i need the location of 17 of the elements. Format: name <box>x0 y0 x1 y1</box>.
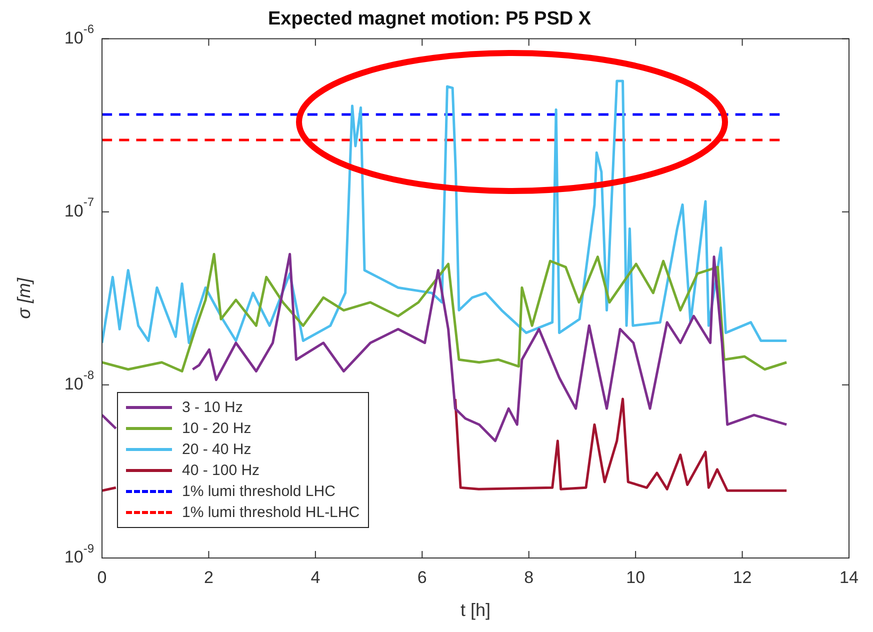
x-tick-label: 14 <box>840 568 858 587</box>
x-tick-label: 2 <box>204 568 214 587</box>
y-axis-title: σ [m] <box>14 276 34 319</box>
x-tick-label: 6 <box>417 568 427 587</box>
legend-label: 1% lumi threshold LHC <box>182 483 336 500</box>
legend-label: 40 - 100 Hz <box>182 462 260 479</box>
x-tick-label: 8 <box>524 568 534 587</box>
chart-title: Expected magnet motion: P5 PSD X <box>268 8 592 30</box>
legend-label: 3 - 10 Hz <box>182 399 243 416</box>
x-tick-label: 10 <box>626 568 646 587</box>
x-tick-label: 0 <box>97 568 107 587</box>
x-tick-label: 12 <box>732 568 752 587</box>
legend-label: 1% lumi threshold HL-LHC <box>182 504 360 521</box>
x-tick-label: 4 <box>310 568 320 587</box>
legend-label: 20 - 40 Hz <box>182 441 252 458</box>
legend-label: 10 - 20 Hz <box>182 420 252 437</box>
x-axis-title: t [h] <box>460 600 491 620</box>
